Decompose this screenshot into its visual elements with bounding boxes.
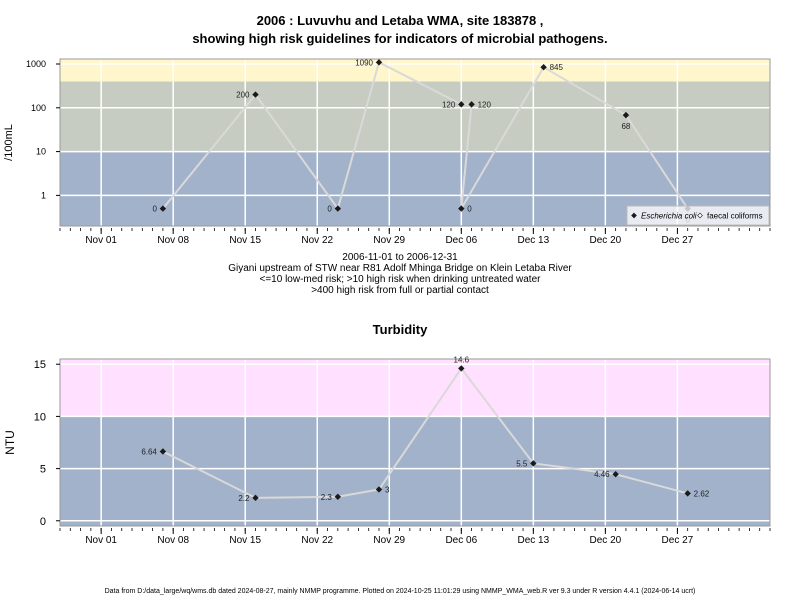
data-point	[540, 63, 547, 71]
y-axis-label: NTU	[3, 430, 17, 455]
x-tick-label: Dec 06	[445, 535, 477, 546]
x-tick-label: Nov 22	[301, 535, 333, 546]
data-label: 4.46	[594, 470, 610, 479]
y-tick-label: 5	[40, 464, 46, 476]
x-tick-label: Dec 13	[517, 535, 549, 546]
data-point	[458, 205, 465, 212]
x-tick-label: Nov 15	[229, 235, 261, 246]
x-tick-label: Dec 13	[517, 235, 549, 246]
x-tick-label: Nov 08	[157, 235, 189, 246]
y-axis-label: /100mL	[3, 124, 15, 161]
subtitle-line-date: 2006-11-01 to 2006-12-31	[342, 252, 458, 263]
microbial-subtitle: 2006-11-01 to 2006-12-31 Giyani upstream…	[0, 252, 800, 296]
data-label: 0	[152, 205, 157, 214]
series-line	[162, 60, 689, 211]
data-label: 0	[467, 205, 472, 214]
legend-marker	[631, 212, 637, 219]
y-tick-label: 1000	[26, 59, 46, 69]
y-tick-label: 1	[41, 190, 46, 200]
data-label: 120	[478, 100, 492, 109]
legend-label: faecal coliforms	[707, 212, 763, 221]
data-point	[684, 490, 691, 497]
series-line	[162, 366, 688, 499]
x-tick-label: Dec 06	[445, 235, 477, 246]
data-label: 2.62	[694, 489, 710, 498]
y-tick-label: 0	[40, 516, 46, 528]
data-label: 0	[327, 205, 332, 214]
title-line-2: showing high risk guidelines for indicat…	[192, 31, 608, 46]
x-tick-label: Dec 27	[662, 535, 694, 546]
risk-band-0	[60, 416, 770, 526]
data-point	[159, 448, 167, 455]
x-tick-label: Nov 01	[85, 235, 117, 246]
risk-band-1	[60, 359, 770, 417]
legend-label: Escherichia coli	[641, 212, 697, 221]
data-point	[252, 91, 259, 98]
plot-frame	[59, 58, 771, 227]
data-point	[159, 205, 167, 212]
data-point	[622, 111, 630, 119]
x-tick-label: Nov 01	[85, 535, 117, 546]
x-tick-label: Nov 08	[157, 535, 189, 546]
data-point	[530, 460, 537, 467]
data-label: 1090	[355, 58, 373, 67]
data-label: 845	[550, 63, 564, 72]
chart-title-microbial: 2006 : Luvuvhu and Letaba WMA, site 1838…	[0, 12, 800, 48]
data-point	[468, 101, 475, 108]
y-tick-label: 100	[31, 103, 46, 113]
data-label: 200	[236, 91, 250, 100]
data-label: 2.3	[321, 493, 333, 502]
chart-title-turbidity: Turbidity	[372, 322, 428, 337]
subtitle-line-contact: >400 high risk from full or partial cont…	[311, 285, 489, 296]
legend-marker	[697, 212, 703, 219]
x-tick-label: Nov 22	[301, 235, 333, 246]
subtitle-line-risk: <=10 low-med risk; >10 high risk when dr…	[259, 274, 541, 285]
data-point	[612, 471, 619, 478]
risk-band-2	[60, 59, 770, 82]
data-label: 14.6	[454, 355, 470, 364]
y-tick-label: 15	[34, 359, 46, 371]
data-label: 68	[621, 122, 630, 131]
data-point	[458, 365, 465, 372]
y-tick-label: 10	[36, 147, 46, 157]
legend: Escherichia coli faecal coliforms	[626, 205, 770, 226]
x-tick-label: Dec 20	[590, 235, 622, 246]
data-point	[458, 101, 465, 108]
footer-note: Data from D:/data_large/wq/wms.db dated …	[104, 588, 696, 595]
data-label: 2.2	[238, 494, 250, 503]
data-point	[334, 205, 342, 212]
x-tick-label: Nov 15	[229, 535, 261, 546]
risk-band-1	[60, 81, 770, 152]
y-tick-label: 10	[34, 411, 46, 423]
data-point	[375, 486, 383, 493]
data-label: 3	[385, 485, 390, 494]
data-point	[375, 59, 383, 66]
subtitle-line-site: Giyani upstream of STW near R81 Adolf Mh…	[228, 263, 572, 274]
data-label: 5.5	[516, 459, 528, 468]
x-tick-label: Nov 29	[373, 535, 405, 546]
data-point	[334, 493, 342, 500]
data-point	[252, 494, 259, 502]
x-tick-label: Nov 29	[373, 235, 405, 246]
x-tick-label: Dec 20	[590, 535, 622, 546]
data-label: 6.64	[141, 447, 157, 456]
title-line-1: 2006 : Luvuvhu and Letaba WMA, site 1838…	[256, 13, 544, 28]
plot-frame	[59, 358, 771, 527]
data-label: 120	[442, 100, 456, 109]
x-tick-label: Dec 27	[662, 235, 694, 246]
